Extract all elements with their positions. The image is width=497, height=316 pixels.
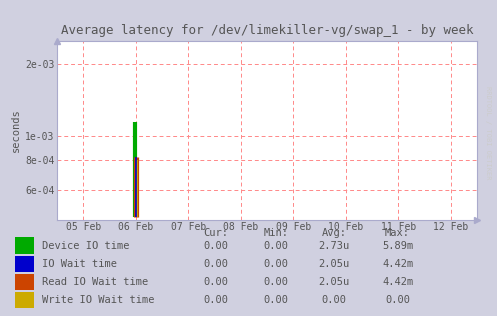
Text: 0.00: 0.00 [263, 241, 288, 251]
Bar [15, 237, 34, 254]
Text: Write IO Wait time: Write IO Wait time [42, 295, 155, 305]
Text: 2.05u: 2.05u [319, 259, 349, 269]
Text: 0.00: 0.00 [263, 259, 288, 269]
Text: 0.00: 0.00 [204, 241, 229, 251]
Title: Average latency for /dev/limekiller-vg/swap_1 - by week: Average latency for /dev/limekiller-vg/s… [61, 24, 473, 37]
Text: 0.00: 0.00 [322, 295, 346, 305]
Text: 0.00: 0.00 [385, 295, 410, 305]
Text: Max:: Max: [385, 228, 410, 238]
Text: Read IO Wait time: Read IO Wait time [42, 277, 149, 287]
Text: 4.42m: 4.42m [382, 259, 413, 269]
Bar [15, 292, 34, 308]
Text: 2.05u: 2.05u [319, 277, 349, 287]
Text: 0.00: 0.00 [263, 295, 288, 305]
Text: 0.00: 0.00 [204, 295, 229, 305]
Text: Cur:: Cur: [204, 228, 229, 238]
Y-axis label: seconds: seconds [11, 108, 21, 152]
Text: RRDTOOL / TOBI OETIKER: RRDTOOL / TOBI OETIKER [485, 86, 491, 179]
Text: Min:: Min: [263, 228, 288, 238]
Text: 4.42m: 4.42m [382, 277, 413, 287]
Bar [15, 256, 34, 272]
Text: 0.00: 0.00 [204, 277, 229, 287]
Text: IO Wait time: IO Wait time [42, 259, 117, 269]
Bar [15, 274, 34, 290]
Text: 5.89m: 5.89m [382, 241, 413, 251]
Text: 2.73u: 2.73u [319, 241, 349, 251]
Text: 0.00: 0.00 [263, 277, 288, 287]
Text: Avg:: Avg: [322, 228, 346, 238]
Text: 0.00: 0.00 [204, 259, 229, 269]
Text: Device IO time: Device IO time [42, 241, 130, 251]
